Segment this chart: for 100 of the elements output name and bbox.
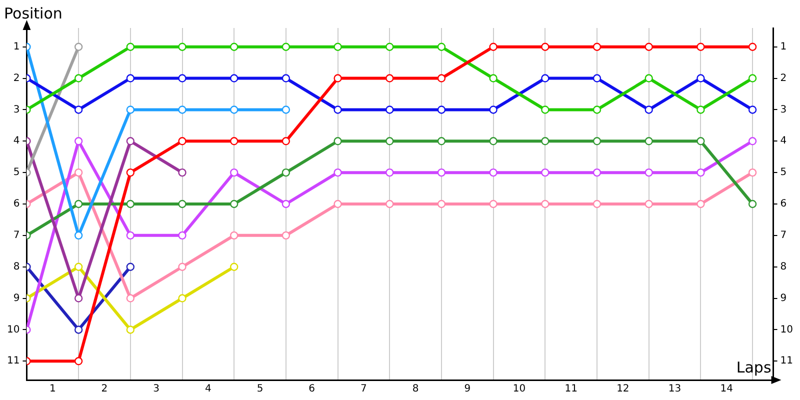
point xyxy=(178,294,186,302)
point xyxy=(334,74,342,82)
y-tick-label: 2 xyxy=(13,72,20,84)
point xyxy=(334,200,342,208)
x-tick-label: 11 xyxy=(564,384,578,395)
point xyxy=(696,74,705,82)
point xyxy=(126,106,135,114)
point xyxy=(489,42,498,51)
point xyxy=(178,137,186,146)
point xyxy=(282,74,290,82)
y-tick-label: 11 xyxy=(6,356,20,367)
point xyxy=(437,200,446,208)
point xyxy=(178,168,186,177)
point xyxy=(644,137,653,146)
point xyxy=(334,168,342,177)
point xyxy=(592,74,602,82)
point xyxy=(178,74,186,82)
point xyxy=(437,137,446,146)
point xyxy=(592,106,602,114)
point xyxy=(696,42,705,51)
point xyxy=(541,200,550,208)
point xyxy=(126,262,135,271)
point xyxy=(592,200,602,208)
y-tick-label: 4 xyxy=(13,136,20,147)
y2-tick-label: 11 xyxy=(780,356,794,367)
x-tick-label: 1 xyxy=(49,384,56,395)
y2-tick-label: 2 xyxy=(780,72,787,84)
point xyxy=(748,200,757,208)
x-tick-label: 10 xyxy=(512,384,526,395)
point xyxy=(126,294,135,302)
point xyxy=(748,137,757,146)
point xyxy=(126,231,135,240)
point xyxy=(282,137,290,146)
point xyxy=(489,137,498,146)
point xyxy=(230,262,238,271)
point xyxy=(74,326,83,334)
point xyxy=(334,42,342,51)
point xyxy=(126,200,135,208)
y-tick-label: 3 xyxy=(13,104,20,116)
y2-tick-label: 5 xyxy=(780,167,787,178)
x-tick-label: 12 xyxy=(616,384,630,395)
y-axis-title: Position xyxy=(4,4,62,22)
y2-tick-label: 3 xyxy=(780,104,787,116)
point xyxy=(489,200,498,208)
point xyxy=(489,74,498,82)
x-tick-label: 14 xyxy=(720,384,733,395)
point xyxy=(489,168,498,177)
x-axis-title: Laps xyxy=(736,358,772,376)
point xyxy=(748,74,757,82)
point xyxy=(541,42,550,51)
point xyxy=(696,168,705,177)
point xyxy=(541,106,550,114)
point xyxy=(74,231,83,240)
point xyxy=(696,200,705,208)
y-tick-label: 5 xyxy=(13,167,20,178)
x-tick-label: 9 xyxy=(464,384,471,395)
x-tick-label: 3 xyxy=(153,384,160,395)
y2-tick-label: 4 xyxy=(780,136,787,147)
point xyxy=(334,137,342,146)
point xyxy=(386,74,394,82)
x-tick-label: 8 xyxy=(412,384,419,395)
point xyxy=(541,74,550,82)
point xyxy=(696,137,705,146)
point xyxy=(74,357,83,366)
point xyxy=(437,106,446,114)
point xyxy=(74,262,83,271)
point xyxy=(126,326,135,334)
point xyxy=(541,168,550,177)
point xyxy=(282,231,290,240)
x-tick-label: 13 xyxy=(668,384,682,395)
point xyxy=(178,231,186,240)
point xyxy=(386,137,394,146)
point xyxy=(644,168,653,177)
point xyxy=(334,106,342,114)
y-tick-label: 6 xyxy=(13,198,20,210)
y-tick-label: 7 xyxy=(13,230,20,242)
point xyxy=(437,42,446,51)
point xyxy=(178,262,186,271)
point xyxy=(748,106,757,114)
point xyxy=(230,74,238,82)
point xyxy=(126,74,135,82)
x-tick-label: 4 xyxy=(204,384,212,395)
point xyxy=(644,42,653,51)
point xyxy=(748,168,757,177)
point xyxy=(230,137,238,146)
point xyxy=(437,74,446,82)
x-tick-label: 7 xyxy=(360,384,367,395)
point xyxy=(126,168,135,177)
y-tick-label: 1 xyxy=(13,41,20,52)
point xyxy=(386,168,394,177)
point xyxy=(592,42,602,51)
point xyxy=(592,168,602,177)
point xyxy=(178,42,186,51)
point xyxy=(74,168,83,177)
point xyxy=(696,106,705,114)
point xyxy=(437,168,446,177)
point xyxy=(386,200,394,208)
point xyxy=(230,168,238,177)
point xyxy=(74,200,83,208)
point xyxy=(74,137,83,146)
